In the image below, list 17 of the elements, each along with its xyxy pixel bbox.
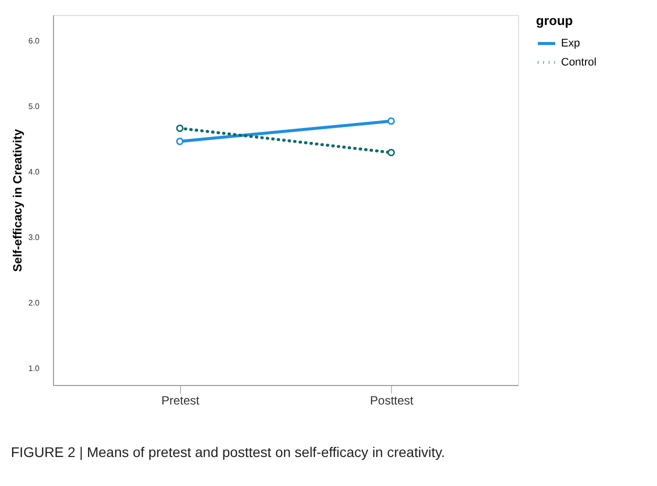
legend-label: Exp	[561, 38, 580, 50]
point	[176, 124, 184, 132]
y-tick-label: 1.0	[28, 364, 40, 374]
caption: FIGURE 2 | Means of pretest and posttest on self-efficacy in creativity.	[10, 444, 446, 460]
point	[387, 117, 395, 125]
x-tick-label: Pretest	[161, 394, 200, 408]
y-tick-label: 3.0	[28, 233, 40, 242]
legend-label: Control	[561, 56, 596, 68]
y-tick-label: 5.0	[28, 102, 40, 112]
y-tick-label: 6.0	[28, 36, 40, 46]
y-axis-title: Self-efficacy in Creativity	[10, 128, 24, 272]
y-tick-label: 4.0	[28, 168, 40, 177]
point	[176, 138, 184, 146]
x-tick-label: Posttest	[370, 394, 414, 408]
y-tick-label: 2.0	[28, 298, 40, 308]
legend-title: group	[536, 13, 573, 28]
point	[387, 148, 395, 156]
